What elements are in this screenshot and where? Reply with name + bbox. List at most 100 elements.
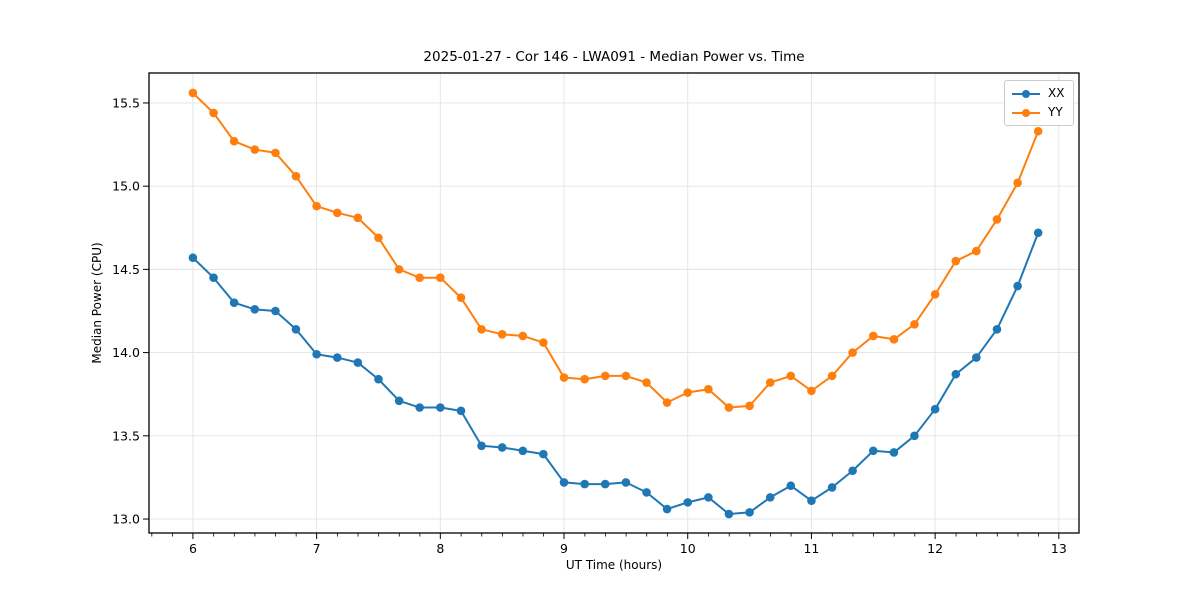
- y-tick-label: 13.5: [112, 428, 140, 443]
- x-tick-label: 6: [189, 541, 197, 556]
- series-line-xx: [192, 232, 1040, 516]
- data-point-xx: [436, 403, 445, 412]
- legend: XX YY: [1004, 80, 1074, 126]
- y-tick-label: 14.0: [112, 345, 140, 360]
- data-point-xx: [332, 353, 342, 362]
- data-point-xx: [539, 449, 548, 459]
- y-tick-label: 15.5: [112, 95, 140, 110]
- data-point-yy: [992, 215, 1002, 224]
- data-point-xx: [188, 253, 198, 263]
- data-point-yy: [724, 403, 734, 412]
- data-point-xx: [559, 478, 569, 487]
- data-point-xx: [642, 488, 651, 497]
- series-line-yy: [192, 92, 1040, 409]
- data-point-yy: [786, 371, 796, 381]
- y-axis-label: Median Power (CPU): [90, 242, 104, 364]
- data-point-yy: [497, 329, 507, 339]
- data-point-yy: [271, 148, 280, 158]
- data-point-xx: [580, 479, 589, 489]
- data-point-xx: [353, 358, 363, 367]
- data-point-xx: [724, 509, 734, 519]
- data-point-xx: [1033, 228, 1043, 238]
- data-point-yy: [930, 290, 940, 299]
- data-point-xx: [951, 369, 961, 379]
- data-point-yy: [868, 331, 878, 341]
- legend-label-xx: XX: [1048, 86, 1065, 100]
- data-point-xx: [518, 446, 528, 456]
- data-point-xx: [1013, 281, 1022, 291]
- data-point-xx: [868, 446, 878, 456]
- data-point-yy: [580, 374, 589, 384]
- legend-entry-yy: YY: [1012, 103, 1066, 122]
- data-point-yy: [312, 201, 321, 211]
- data-point-xx: [250, 305, 260, 314]
- chart-title: 2025-01-27 - Cor 146 - LWA091 - Median P…: [423, 49, 805, 65]
- x-tick-label: 8: [436, 541, 444, 556]
- data-point-xx: [992, 324, 1002, 334]
- data-point-xx: [704, 493, 713, 502]
- data-point-yy: [662, 398, 672, 407]
- data-point-xx: [312, 349, 321, 359]
- data-point-xx: [827, 483, 837, 492]
- data-point-yy: [972, 246, 981, 256]
- x-tick-label: 9: [560, 541, 568, 556]
- data-point-yy: [910, 320, 919, 329]
- data-point-yy: [600, 371, 610, 381]
- data-point-yy: [188, 88, 198, 98]
- data-point-xx: [765, 493, 775, 502]
- data-point-yy: [765, 378, 775, 387]
- data-point-xx: [683, 498, 693, 507]
- data-point-yy: [559, 373, 569, 382]
- data-point-xx: [786, 481, 796, 491]
- data-point-yy: [1033, 126, 1043, 136]
- data-point-xx: [415, 403, 424, 412]
- data-point-yy: [1013, 178, 1022, 188]
- data-point-xx: [807, 496, 816, 506]
- data-point-yy: [704, 384, 713, 394]
- data-point-xx: [271, 306, 280, 316]
- data-point-yy: [683, 388, 693, 397]
- data-point-yy: [394, 265, 404, 274]
- data-point-xx: [209, 273, 218, 283]
- x-tick-label: 13: [1051, 541, 1067, 556]
- x-tick-label: 7: [313, 541, 321, 556]
- y-tick-label: 14.5: [112, 262, 140, 277]
- data-point-yy: [848, 348, 857, 357]
- x-tick-label: 10: [680, 541, 696, 556]
- data-point-yy: [209, 108, 218, 118]
- data-point-xx: [477, 441, 486, 451]
- data-point-yy: [436, 273, 445, 283]
- data-point-xx: [910, 431, 919, 441]
- data-point-yy: [518, 331, 528, 341]
- data-point-yy: [456, 293, 466, 302]
- y-tick-label: 15.0: [112, 179, 140, 194]
- data-point-xx: [972, 353, 981, 362]
- plot-border: [148, 72, 1080, 534]
- data-point-xx: [621, 478, 631, 487]
- data-point-yy: [621, 371, 631, 381]
- data-point-yy: [374, 233, 383, 243]
- data-point-xx: [889, 448, 899, 457]
- data-point-xx: [291, 324, 301, 334]
- y-tick-label: 13.0: [112, 512, 140, 527]
- data-point-yy: [477, 324, 486, 334]
- legend-label-yy: YY: [1048, 105, 1063, 119]
- x-tick-label: 11: [803, 541, 819, 556]
- data-point-yy: [250, 145, 260, 154]
- data-point-yy: [889, 334, 899, 344]
- data-point-yy: [229, 136, 239, 146]
- data-point-yy: [807, 386, 816, 396]
- legend-line-marker-icon: [1012, 89, 1040, 99]
- data-point-xx: [600, 479, 610, 489]
- data-point-xx: [394, 396, 404, 406]
- data-point-yy: [291, 171, 301, 181]
- data-point-yy: [642, 378, 651, 387]
- data-point-yy: [539, 338, 548, 347]
- data-point-xx: [374, 374, 383, 384]
- data-point-xx: [848, 466, 857, 476]
- data-point-xx: [662, 504, 672, 514]
- data-point-xx: [456, 406, 466, 416]
- data-point-yy: [353, 213, 363, 223]
